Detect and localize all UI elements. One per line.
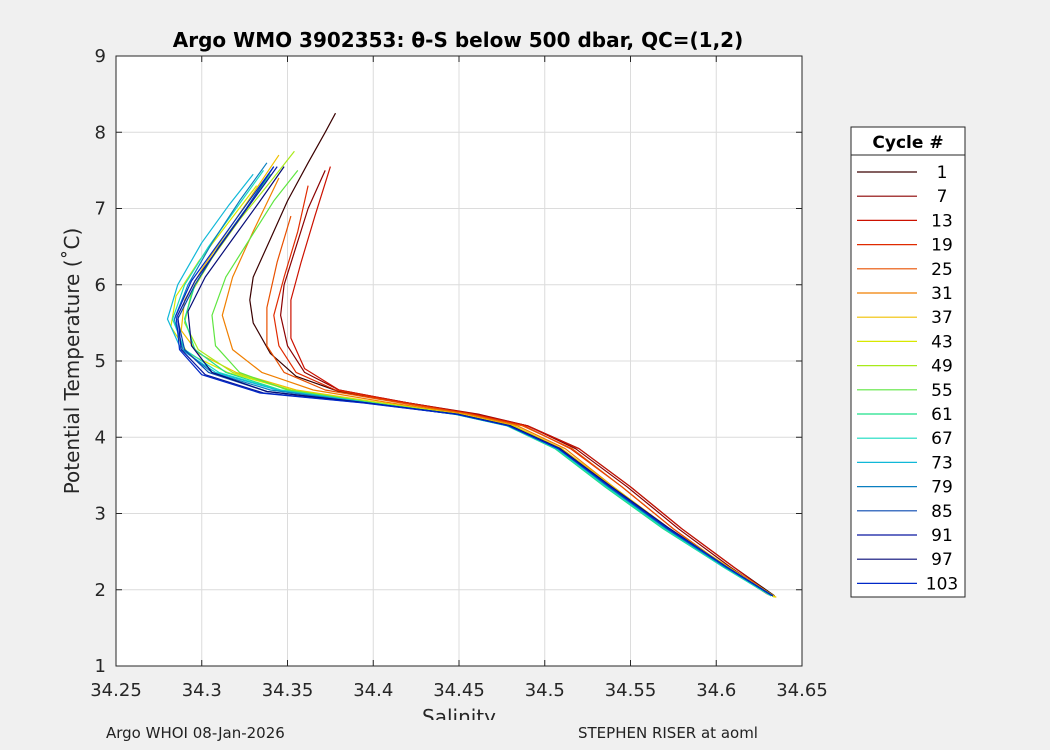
legend-label-cycle-7: 7 bbox=[937, 187, 948, 207]
y-axis-label: Potential Temperature (˚C) bbox=[60, 228, 84, 495]
x-tick-label: 34.65 bbox=[776, 680, 828, 701]
legend-label-cycle-25: 25 bbox=[931, 260, 953, 280]
legend-label-cycle-37: 37 bbox=[931, 308, 953, 328]
legend-label-cycle-49: 49 bbox=[931, 357, 953, 377]
y-tick-label: 2 bbox=[95, 580, 106, 601]
legend-label-cycle-103: 103 bbox=[926, 574, 958, 594]
y-tick-label: 6 bbox=[95, 275, 106, 296]
footer-credit: STEPHEN RISER at aoml bbox=[578, 724, 758, 742]
legend-title: Cycle # bbox=[872, 133, 943, 153]
legend-box bbox=[850, 126, 966, 598]
legend-label-cycle-79: 79 bbox=[931, 478, 953, 498]
series-line-cycle-97 bbox=[187, 166, 774, 597]
y-tick-label: 3 bbox=[95, 504, 106, 525]
chart-title: Argo WMO 3902353: θ-S below 500 dbar, QC… bbox=[173, 28, 743, 52]
axes: 34.25 34.3 34.35 34.4 34.45 34.5 34.55 34.6 34.6… bbox=[90, 46, 828, 701]
legend-label-cycle-19: 19 bbox=[931, 236, 953, 256]
x-tick-label: 34.25 bbox=[90, 680, 142, 701]
series-line-cycle-25 bbox=[266, 215, 770, 596]
legend-label-cycle-1: 1 bbox=[937, 163, 948, 183]
legend-label-cycle-13: 13 bbox=[931, 211, 953, 231]
legend-label-cycle-43: 43 bbox=[931, 332, 953, 352]
chart: 34.25 34.3 34.35 34.4 34.45 34.5 34.55 34.6 34.6… bbox=[60, 28, 966, 720]
legend-label-cycle-85: 85 bbox=[931, 502, 953, 522]
y-tick-label: 8 bbox=[95, 122, 106, 143]
legend-label-cycle-61: 61 bbox=[931, 405, 953, 425]
x-tick-label: 34.6 bbox=[696, 680, 736, 701]
y-tick-label: 7 bbox=[95, 199, 106, 220]
x-tick-label: 34.3 bbox=[182, 680, 222, 701]
series-line-cycle-79 bbox=[173, 162, 774, 597]
footer-source: Argo WHOI 08-Jan-2026 bbox=[106, 724, 285, 742]
x-axis-label: Salinity bbox=[422, 705, 496, 720]
y-tick-label: 1 bbox=[95, 656, 106, 677]
series-line-cycle-37 bbox=[180, 154, 777, 598]
legend-label-cycle-67: 67 bbox=[931, 429, 953, 449]
legend-label-cycle-73: 73 bbox=[931, 453, 953, 473]
legend-label-cycle-91: 91 bbox=[931, 526, 953, 546]
y-tick-label: 4 bbox=[95, 427, 106, 448]
series-line-cycle-103 bbox=[175, 166, 774, 597]
x-tick-label: 34.45 bbox=[433, 680, 485, 701]
series-group bbox=[166, 112, 777, 598]
legend-label-cycle-55: 55 bbox=[931, 381, 953, 401]
y-tick-label: 5 bbox=[95, 351, 106, 372]
x-tick-label: 34.4 bbox=[353, 680, 393, 701]
legend: Cycle # 1 7 13 19 25 31 37 43 49 55 61 67 73 79 85 91 97… bbox=[850, 126, 966, 598]
legend-label-cycle-97: 97 bbox=[931, 550, 953, 570]
x-tick-label: 34.35 bbox=[262, 680, 314, 701]
y-tick-label: 9 bbox=[95, 46, 106, 67]
legend-label-cycle-31: 31 bbox=[931, 284, 953, 304]
grid bbox=[116, 56, 802, 666]
x-tick-label: 34.5 bbox=[525, 680, 565, 701]
x-tick-label: 34.55 bbox=[605, 680, 657, 701]
